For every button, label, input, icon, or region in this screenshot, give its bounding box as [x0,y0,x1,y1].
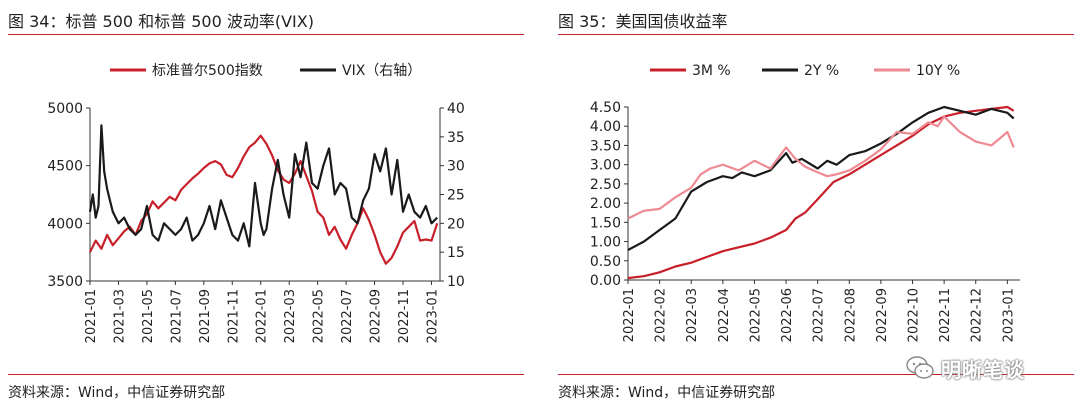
right-panel-source: 资料来源：Wind，中信证券研究部 [558,385,776,401]
x-tick-label: 2021-09 [198,289,213,343]
y-tick-label: 2.00 [590,196,621,212]
x-tick-label: 2023-01 [1001,288,1016,342]
y-tick-label: 4500 [47,159,83,175]
x-tick-label: 2022-05 [312,289,327,343]
y-tick-label: 0.50 [590,254,621,270]
x-tick-label: 2021-11 [226,289,241,343]
y2-tick-label: 40 [447,101,465,117]
x-tick-label: 2021-07 [169,289,184,343]
y-tick-label: 2.50 [590,177,621,193]
y-tick-label: 4000 [47,216,83,232]
sp500-vix-chart: 3500 4000 4500 5000 10 15 20 25 30 35 40 2021-01 202… [47,63,465,343]
x-tick-label: 2022-12 [970,288,985,342]
y2-tick-label: 10 [447,274,465,290]
wechat-icon [906,356,934,379]
x-tick-label: 2021-03 [112,289,127,343]
x-tick-label: 2022-09 [369,289,384,343]
legend-label: 10Y % [916,63,960,79]
left-panel-title: 图 34：标普 500 和标普 500 波动率(VIX) [8,12,314,31]
x-tick-label: 2022-07 [812,288,827,342]
y-tick-label: 3.50 [590,138,621,154]
x-tick-label: 2022-04 [717,288,732,342]
watermark-text: 明晰笔谈 [941,357,1025,382]
x-tick-label: 2022-03 [283,289,298,343]
x-tick-label: 2023-01 [425,289,440,343]
x-tick-label: 2022-06 [780,288,795,342]
y-tick-label: 4.00 [590,119,621,135]
series-line-3 [627,115,1015,220]
watermark: 明晰笔谈 [905,354,1025,382]
right-panel: 图 35：美国国债收益率 资料来源：Wind，中信证券研究部 [558,0,1074,416]
x-tick-label: 2021-01 [84,289,99,343]
x-tick-label: 2022-01 [255,289,270,343]
x-tick-label: 2022-09 [875,288,890,342]
x-tick-label: 2022-05 [748,288,763,342]
x-tick-label: 2022-02 [654,288,669,342]
left-title-rule [8,34,524,35]
x-tick-label: 2022-10 [907,288,922,342]
legend-label: 2Y % [804,63,839,79]
x-tick-label: 2022-07 [340,289,355,343]
y2-tick-label: 15 [447,245,465,261]
right-title-rule [558,34,1074,35]
left-panel-source: 资料来源：Wind，中信证券研究部 [8,385,226,401]
y2-tick-label: 25 [447,188,465,204]
treasury-yield-chart: 0.00 0.50 1.00 1.50 2.00 2.50 3.00 3.50 4.00 4.50… [590,63,1020,342]
right-source-rule [558,374,1074,375]
x-tick-label: 2022-11 [938,288,953,342]
series-line-1 [627,105,1015,280]
legend-label: VIX（右轴） [342,63,421,79]
x-tick-label: 2021-05 [141,289,156,343]
y2-tick-label: 20 [447,216,465,232]
y2-tick-label: 35 [447,130,465,146]
y-tick-label: 0.00 [590,273,621,289]
y-tick-label: 4.50 [590,100,621,116]
y-tick-label: 1.00 [590,235,621,251]
x-tick-label: 2022-03 [685,288,700,342]
legend-label: 标准普尔500指数 [152,63,263,79]
x-tick-label: 2022-08 [843,288,858,342]
y-tick-label: 5000 [47,101,83,117]
left-panel: 图 34：标普 500 和标普 500 波动率(VIX) 资料来源：Wind，中… [8,0,524,416]
x-tick-label: 2022-01 [622,288,637,342]
x-tick-label: 2022-11 [397,289,412,343]
y-tick-label: 1.50 [590,215,621,231]
y2-tick-label: 30 [447,159,465,175]
series-line-2 [88,124,438,248]
left-source-rule [8,374,524,375]
y-tick-label: 3500 [47,274,83,290]
series-line-2 [627,105,1015,251]
right-panel-title: 图 35：美国国债收益率 [558,12,728,31]
legend-label: 3M % [692,63,731,79]
y-tick-label: 3.00 [590,158,621,174]
